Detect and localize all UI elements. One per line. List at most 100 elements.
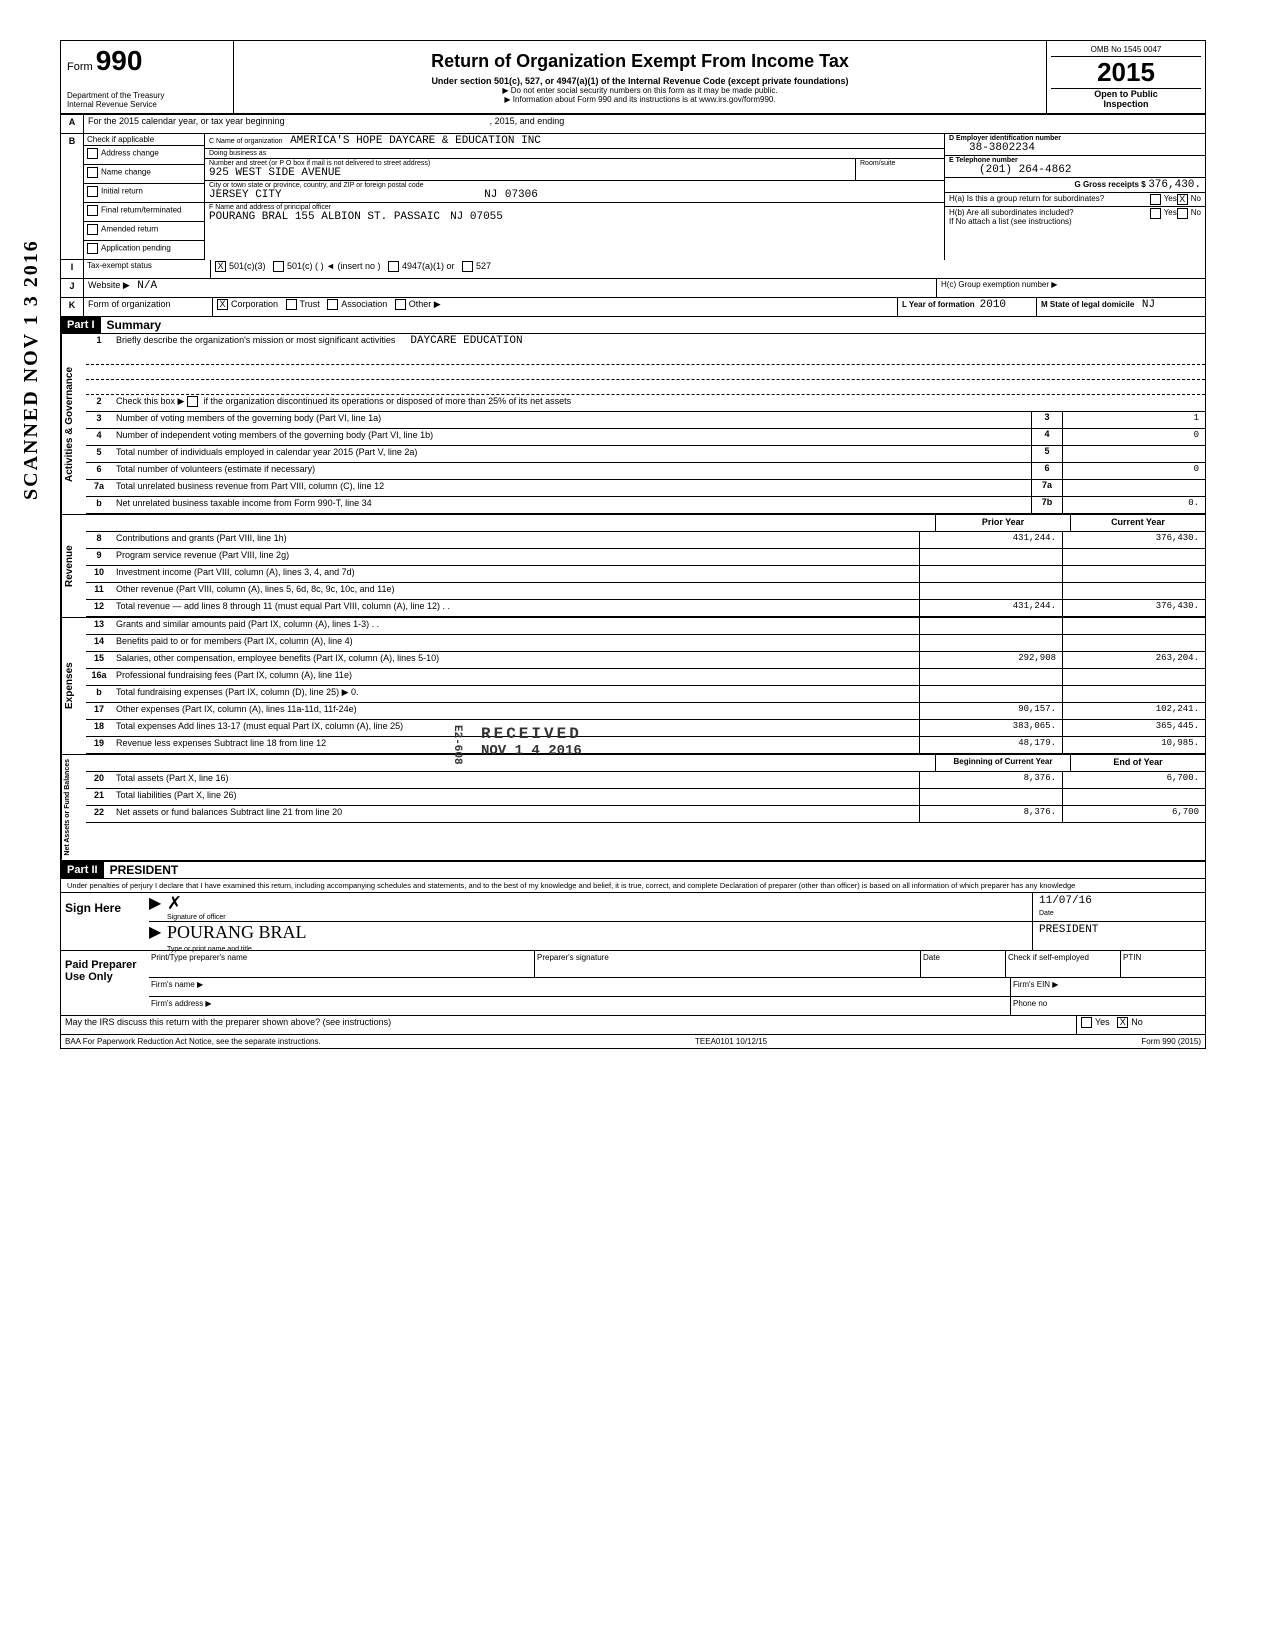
part1-title: Summary [101,318,162,332]
sign-here-label: Sign Here [61,893,149,950]
gross-receipts: 376,430. [1148,179,1201,191]
applicable-checkbox[interactable] [87,224,98,235]
hc-label: H(c) Group exemption number ▶ [937,279,1205,297]
line2-num: 2 [86,395,112,411]
check-option: Amended return [84,222,204,241]
ha-yes-checkbox[interactable] [1150,194,1161,205]
discuss-no-checkbox[interactable]: X [1117,1017,1128,1028]
paid-preparer-block: Paid Preparer Use Only Print/Type prepar… [61,951,1205,1016]
trust-checkbox[interactable] [286,299,297,310]
row-j: J Website ▶ N/A H(c) Group exemption num… [61,279,1205,298]
4947-checkbox[interactable] [388,261,399,272]
prep-sig-label: Preparer's signature [534,951,920,977]
discuss-yes-checkbox[interactable] [1081,1017,1092,1028]
hb-label: H(b) Are all subordinates included? [949,208,1074,217]
applicable-checkbox[interactable] [87,243,98,254]
financial-line: 19Revenue less expenses Subtract line 18… [86,737,1205,754]
form-header: Form 990 Department of the Treasury Inte… [61,41,1205,115]
opt-501c: 501(c) ( [287,261,318,271]
501c3-checkbox[interactable]: X [215,261,226,272]
discontinued-checkbox[interactable] [187,396,198,407]
l-label: L Year of formation [902,300,975,309]
financial-line: 22Net assets or fund balances Subtract l… [86,806,1205,823]
note-info: ▶ Information about Form 990 and its ins… [244,95,1036,104]
form-title: Return of Organization Exempt From Incom… [244,51,1036,72]
zip-value: 07306 [505,189,538,201]
assoc-label: Association [341,299,387,309]
applicable-checkbox[interactable] [87,186,98,197]
boy-header: Beginning of Current Year [935,755,1070,771]
financial-line: 10Investment income (Part VIII, column (… [86,566,1205,583]
applicable-checkbox[interactable] [87,205,98,216]
printed-name: POURANG BRAL [167,922,307,942]
financial-line: 14Benefits paid to or for members (Part … [86,635,1205,652]
discuss-yes: Yes [1095,1017,1110,1027]
applicable-checkbox[interactable] [87,148,98,159]
financial-line: 12Total revenue — add lines 8 through 11… [86,600,1205,617]
gov-line: 7aTotal unrelated business revenue from … [86,480,1205,497]
ha-no-checkbox[interactable]: X [1177,194,1188,205]
firm-ein-label: Firm's EIN ▶ [1010,978,1205,996]
hb-no-checkbox[interactable] [1177,208,1188,219]
financial-line: 9Program service revenue (Part VIII, lin… [86,549,1205,566]
discuss-row: May the IRS discuss this return with the… [61,1016,1205,1035]
dept-treasury: Department of the Treasury [67,91,227,100]
phone-value: (201) 264-4862 [979,164,1071,176]
gov-line: bNet unrelated business taxable income f… [86,497,1205,514]
tax-exempt-label: Tax-exempt status [84,260,211,278]
501c-checkbox[interactable] [273,261,284,272]
website-value: N/A [137,280,157,292]
check-option: Final return/terminated [84,203,204,222]
dashed-2 [86,365,1205,380]
inspection-label: Inspection [1051,99,1201,109]
financial-line: 20Total assets (Part X, line 16)8,376.6,… [86,772,1205,789]
omb-number: OMB No 1545 0047 [1051,45,1201,57]
row-i: I Tax-exempt status X501(c)(3) 501(c) ( … [61,260,1205,279]
ptin-label: PTIN [1120,951,1205,977]
paid-preparer-label: Paid Preparer Use Only [61,951,149,1015]
tax-year: 2015 [1051,57,1201,89]
label-b: B [61,134,84,260]
scanned-stamp: SCANNED NOV 1 3 2016 [20,239,43,500]
financial-line: bTotal fundraising expenses (Part IX, co… [86,686,1205,703]
financial-line: 13Grants and similar amounts paid (Part … [86,618,1205,635]
label-i: I [61,260,84,278]
current-year-header: Current Year [1070,515,1205,531]
part2-header: Part II [61,862,104,878]
mission-value: DAYCARE EDUCATION [410,335,522,347]
state-value: NJ [484,189,497,201]
firm-addr-label: Firm's address ▶ [149,997,1010,1015]
discuss-no: No [1131,1017,1143,1027]
corp-checkbox[interactable]: X [217,299,228,310]
prep-name-label: Print/Type preparer's name [149,951,534,977]
city-value: JERSEY CITY [209,189,282,201]
gov-line: 5Total number of individuals employed in… [86,446,1205,463]
check-option: Name change [84,165,204,184]
website-label: Website ▶ [88,280,130,290]
teea-code: TEEA0101 10/12/15 [695,1037,767,1046]
prior-year-header: Prior Year [935,515,1070,531]
room-label: Room/suite [860,160,940,167]
other-checkbox[interactable] [395,299,406,310]
hb-yes-checkbox[interactable] [1150,208,1161,219]
e-label: E Telephone number [949,157,1201,164]
opt-501c3: 501(c)(3) [229,261,266,271]
527-checkbox[interactable] [462,261,473,272]
footer: BAA For Paperwork Reduction Act Notice, … [61,1035,1205,1048]
assoc-checkbox[interactable] [327,299,338,310]
expenses-section: Expenses 13Grants and similar amounts pa… [61,617,1205,754]
sign-here-block: Sign Here ▶ ✗ Signature of officer 11/07… [61,893,1205,951]
no-label-2: No [1191,208,1201,226]
financial-line: 11Other revenue (Part VIII, column (A), … [86,583,1205,600]
financial-line: 15Salaries, other compensation, employee… [86,652,1205,669]
label-k: K [61,298,84,316]
applicable-checkbox[interactable] [87,167,98,178]
officer-title: PRESIDENT [1039,924,1098,936]
other-label: Other ▶ [409,299,441,309]
recv-code-stamp: E2-608 [451,725,463,765]
revenue-section: Revenue Prior Year Current Year 8Contrib… [61,514,1205,617]
check-applicable-label: Check if applicable [84,134,204,146]
financial-line: 16aProfessional fundraising fees (Part I… [86,669,1205,686]
form-ref: Form 990 (2015) [1141,1037,1201,1046]
gov-line: 6Total number of volunteers (estimate if… [86,463,1205,480]
